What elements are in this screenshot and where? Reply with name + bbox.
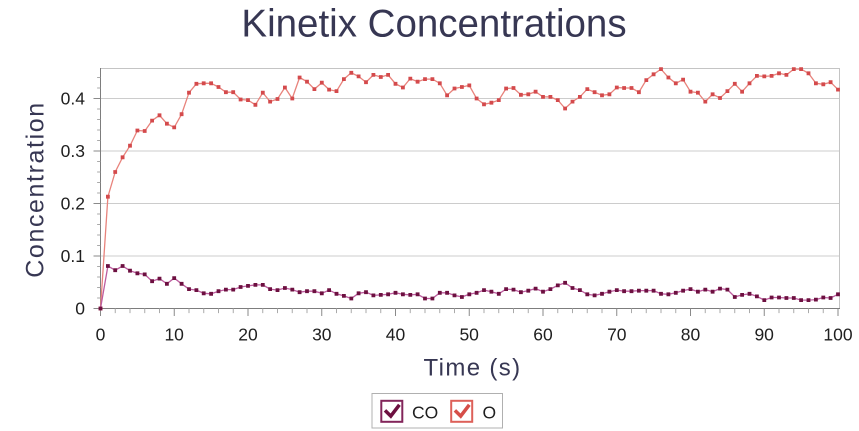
- svg-text:Time (s): Time (s): [424, 355, 522, 382]
- svg-text:0: 0: [96, 325, 106, 345]
- svg-text:40: 40: [386, 325, 406, 345]
- svg-text:CO: CO: [412, 403, 438, 423]
- svg-text:70: 70: [607, 325, 627, 345]
- svg-text:60: 60: [533, 325, 553, 345]
- svg-text:Concentration: Concentration: [22, 101, 50, 277]
- svg-text:20: 20: [238, 325, 258, 345]
- svg-text:80: 80: [681, 325, 701, 345]
- svg-text:0: 0: [75, 299, 85, 319]
- svg-text:100: 100: [823, 325, 852, 345]
- svg-text:0.3: 0.3: [61, 141, 85, 161]
- svg-text:30: 30: [312, 325, 332, 345]
- svg-text:Kinetix Concentrations: Kinetix Concentrations: [241, 3, 626, 46]
- svg-text:50: 50: [459, 325, 479, 345]
- svg-text:10: 10: [164, 325, 184, 345]
- svg-text:O: O: [483, 403, 497, 423]
- svg-text:90: 90: [754, 325, 774, 345]
- svg-text:0.1: 0.1: [61, 246, 85, 266]
- svg-text:0.2: 0.2: [61, 194, 85, 214]
- svg-text:0.4: 0.4: [61, 89, 86, 109]
